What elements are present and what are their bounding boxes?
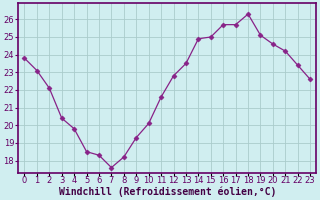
X-axis label: Windchill (Refroidissement éolien,°C): Windchill (Refroidissement éolien,°C) [59, 186, 276, 197]
